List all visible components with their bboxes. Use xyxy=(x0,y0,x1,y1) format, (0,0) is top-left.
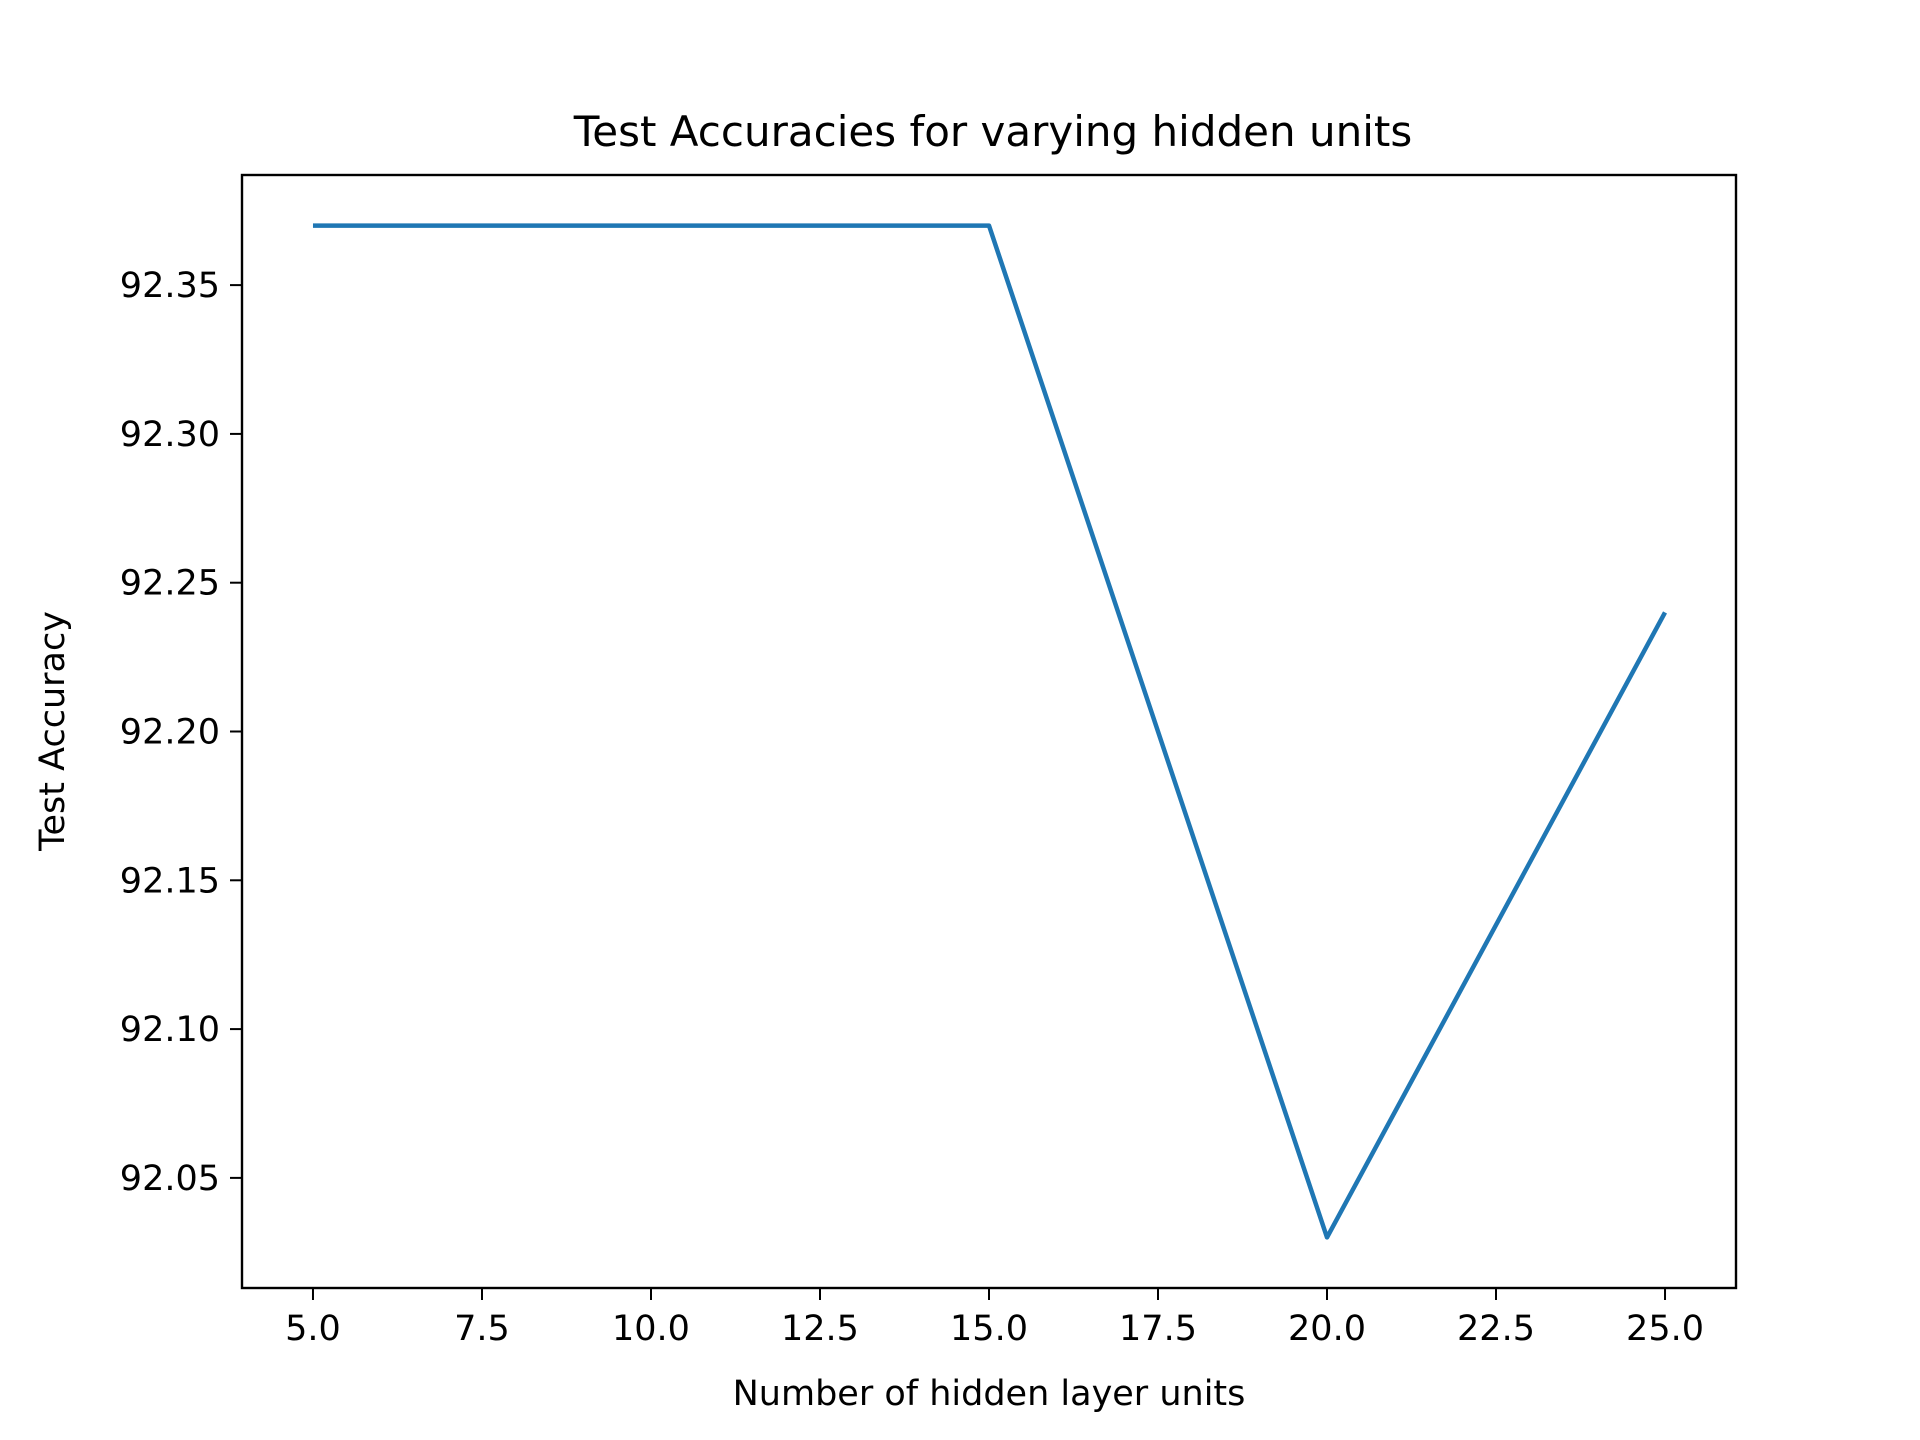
y-axis: 92.05 92.10 92.15 92.20 92.25 92.30 92.35 xyxy=(120,266,242,1199)
y-tick-label: 92.25 xyxy=(120,564,220,604)
y-tick-label: 92.10 xyxy=(120,1010,220,1050)
y-tick-label: 92.20 xyxy=(120,713,220,753)
y-axis-label: Test Accuracy xyxy=(33,611,73,852)
x-tick-label: 10.0 xyxy=(612,1309,690,1349)
x-axis-label: Number of hidden layer units xyxy=(733,1374,1246,1414)
x-tick-label: 5.0 xyxy=(285,1309,341,1349)
plot-area xyxy=(312,223,1667,1240)
x-tick-label: 25.0 xyxy=(1626,1309,1704,1349)
x-tick-label: 15.0 xyxy=(950,1309,1028,1349)
x-tick-label: 22.5 xyxy=(1457,1309,1535,1349)
x-tick-label: 17.5 xyxy=(1119,1309,1197,1349)
x-tick-label: 12.5 xyxy=(781,1309,859,1349)
x-tick-label: 7.5 xyxy=(454,1309,510,1349)
y-tick-label: 92.35 xyxy=(120,266,220,306)
chart-title: Test Accuracies for varying hidden units xyxy=(573,107,1412,156)
y-tick-label: 92.30 xyxy=(120,415,220,455)
y-tick-label: 92.05 xyxy=(120,1159,220,1199)
x-axis: 5.0 7.5 10.0 12.5 15.0 17.5 20.0 22.5 25.0 xyxy=(285,1288,1704,1349)
y-tick-label: 92.15 xyxy=(120,861,220,901)
x-tick-label: 20.0 xyxy=(1288,1309,1366,1349)
